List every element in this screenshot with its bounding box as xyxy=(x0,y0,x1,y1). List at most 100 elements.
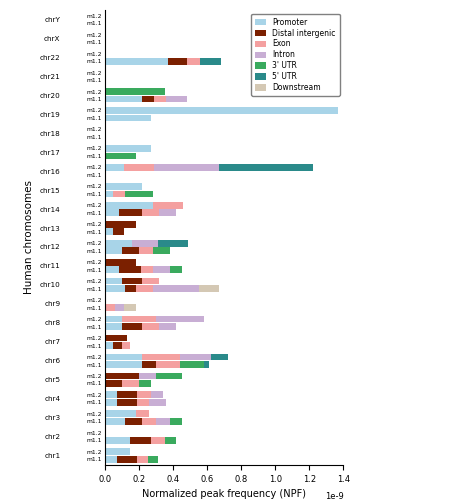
Bar xyxy=(105,164,123,170)
Bar xyxy=(117,392,137,398)
Bar xyxy=(105,248,122,254)
Bar xyxy=(125,286,135,292)
Bar xyxy=(159,323,176,330)
Bar xyxy=(179,354,210,360)
Bar xyxy=(105,354,142,360)
Bar xyxy=(150,437,164,444)
Bar xyxy=(105,437,130,444)
Bar xyxy=(169,418,181,425)
Bar xyxy=(142,323,159,330)
Bar xyxy=(105,372,139,380)
Bar xyxy=(115,304,123,311)
Bar xyxy=(105,183,142,190)
Bar xyxy=(105,323,122,330)
Bar xyxy=(105,266,119,273)
Bar xyxy=(156,316,203,322)
Bar xyxy=(147,456,158,462)
Text: 1e-9: 1e-9 xyxy=(324,492,343,500)
Bar xyxy=(152,202,183,208)
Bar xyxy=(154,96,166,102)
Bar xyxy=(137,399,149,406)
Bar xyxy=(125,190,152,198)
Bar xyxy=(113,342,122,349)
Bar xyxy=(198,286,218,292)
Bar xyxy=(149,399,166,406)
Bar xyxy=(130,437,150,444)
Bar xyxy=(140,266,152,273)
Bar xyxy=(122,342,130,349)
Bar xyxy=(168,58,186,64)
Bar xyxy=(156,361,179,368)
Bar xyxy=(105,152,135,160)
Bar xyxy=(105,342,113,349)
Bar xyxy=(105,304,115,311)
Bar xyxy=(164,437,176,444)
Bar xyxy=(159,210,176,216)
Y-axis label: Human chromosomes: Human chromosomes xyxy=(24,180,34,294)
Bar xyxy=(158,240,188,246)
Bar xyxy=(113,228,123,235)
Bar xyxy=(123,304,135,311)
Bar xyxy=(105,228,113,235)
Bar xyxy=(125,418,142,425)
Bar xyxy=(122,316,156,322)
Bar xyxy=(123,164,154,170)
Bar xyxy=(142,278,159,284)
Bar xyxy=(105,107,337,114)
Bar xyxy=(105,399,117,406)
X-axis label: Normalized peak frequency (NPF): Normalized peak frequency (NPF) xyxy=(142,490,306,500)
Bar xyxy=(122,278,142,284)
Bar xyxy=(122,248,139,254)
Bar xyxy=(105,190,113,198)
Bar xyxy=(135,410,149,417)
Bar xyxy=(105,361,142,368)
Bar xyxy=(105,96,142,102)
Bar xyxy=(154,164,218,170)
Bar xyxy=(122,323,142,330)
Bar xyxy=(105,392,117,398)
Bar xyxy=(169,266,181,273)
Bar xyxy=(139,372,156,380)
Bar xyxy=(105,240,132,246)
Bar xyxy=(105,210,119,216)
Bar xyxy=(105,221,135,228)
Bar xyxy=(150,392,162,398)
Bar xyxy=(166,96,186,102)
Bar xyxy=(142,210,159,216)
Bar xyxy=(203,361,208,368)
Bar xyxy=(156,418,169,425)
Bar xyxy=(200,58,220,64)
Bar xyxy=(105,145,150,152)
Bar xyxy=(105,259,135,266)
Bar xyxy=(105,380,122,387)
Bar xyxy=(135,286,152,292)
Bar xyxy=(117,399,137,406)
Bar xyxy=(186,58,200,64)
Bar xyxy=(152,248,169,254)
Bar xyxy=(105,286,125,292)
Bar xyxy=(142,418,156,425)
Bar xyxy=(218,164,312,170)
Bar xyxy=(105,278,122,284)
Bar xyxy=(132,240,158,246)
Bar xyxy=(152,266,169,273)
Legend: Promoter, Distal intergenic, Exon, Intron, 3' UTR, 5' UTR, Downstream: Promoter, Distal intergenic, Exon, Intro… xyxy=(250,14,339,96)
Bar xyxy=(122,380,139,387)
Bar xyxy=(139,380,150,387)
Bar xyxy=(105,456,117,462)
Bar xyxy=(105,114,150,121)
Bar xyxy=(119,210,142,216)
Bar xyxy=(119,266,140,273)
Bar xyxy=(142,96,154,102)
Bar xyxy=(179,361,203,368)
Bar xyxy=(105,58,168,64)
Bar xyxy=(152,286,198,292)
Bar xyxy=(105,410,135,417)
Bar xyxy=(137,456,147,462)
Bar xyxy=(105,334,127,342)
Bar xyxy=(117,456,137,462)
Bar xyxy=(210,354,227,360)
Bar xyxy=(139,248,152,254)
Bar xyxy=(105,202,152,208)
Bar xyxy=(105,88,164,95)
